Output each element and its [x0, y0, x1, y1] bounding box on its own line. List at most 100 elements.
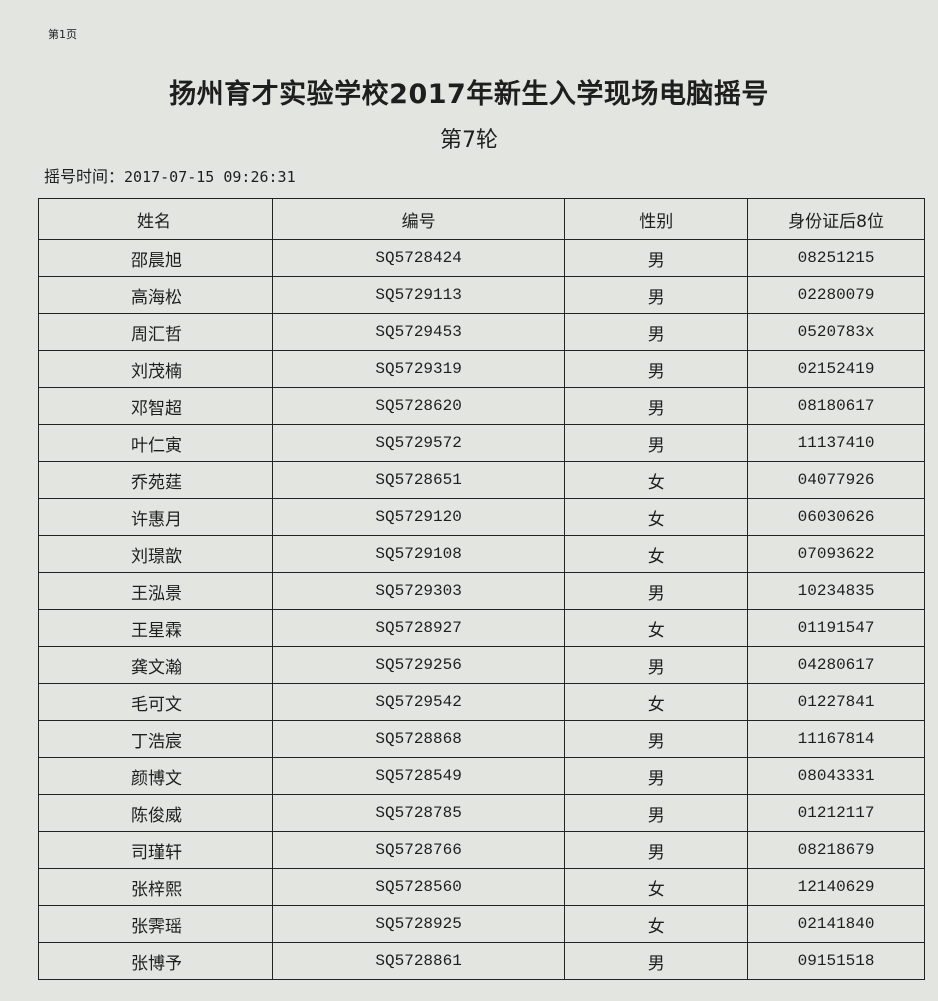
cell-name: 刘茂楠: [38, 350, 273, 388]
cell-id: 11167814: [747, 720, 925, 758]
cell-name: 颜博文: [38, 757, 273, 795]
cell-name: 邓智超: [38, 387, 273, 425]
cell-id: 06030626: [747, 498, 925, 536]
table-row: 颜博文 SQ5728549 男 08043331: [38, 757, 925, 795]
table-row: 邓智超 SQ5728620 男 08180617: [38, 387, 925, 425]
cell-name: 刘璟歆: [38, 535, 273, 573]
cell-gender: 男: [564, 757, 749, 795]
cell-id: 01191547: [747, 609, 925, 647]
cell-name: 高海松: [38, 276, 273, 314]
cell-gender: 女: [564, 461, 749, 499]
cell-code: SQ5728620: [271, 387, 566, 425]
table-row: 乔苑莛 SQ5728651 女 04077926: [38, 461, 925, 499]
cell-id: 08218679: [747, 831, 925, 869]
cell-code: SQ5728560: [271, 868, 566, 906]
cell-id: 12140629: [747, 868, 925, 906]
cell-gender: 女: [564, 498, 749, 536]
draw-time-value: 2017-07-15 09:26:31: [124, 168, 296, 186]
document-title: 扬州育才实验学校2017年新生入学现场电脑摇号: [169, 79, 769, 110]
table-row: 许惠月 SQ5729120 女 06030626: [38, 498, 925, 536]
table-header-row: 姓名 编号 性别 身份证后8位: [38, 198, 925, 240]
cell-name: 许惠月: [38, 498, 273, 536]
cell-gender: 女: [564, 535, 749, 573]
cell-gender: 女: [564, 868, 749, 906]
cell-name: 王星霖: [38, 609, 273, 647]
cell-code: SQ5729453: [271, 313, 566, 351]
cell-code: SQ5729113: [271, 276, 566, 314]
cell-name: 丁浩宸: [38, 720, 273, 758]
cell-id: 10234835: [747, 572, 925, 610]
cell-id: 04280617: [747, 646, 925, 684]
cell-code: SQ5728651: [271, 461, 566, 499]
cell-code: SQ5728424: [271, 239, 566, 277]
draw-time: 摇号时间：2017-07-15 09:26:31: [44, 163, 296, 187]
cell-code: SQ5729256: [271, 646, 566, 684]
cell-id: 02152419: [747, 350, 925, 388]
cell-id: 11137410: [747, 424, 925, 462]
cell-code: SQ5729120: [271, 498, 566, 536]
table-row: 邵晨旭 SQ5728424 男 08251215: [38, 239, 925, 277]
table-row: 刘茂楠 SQ5729319 男 02152419: [38, 350, 925, 388]
table-row: 龚文瀚 SQ5729256 男 04280617: [38, 646, 925, 684]
cell-code: SQ5728861: [271, 942, 566, 980]
cell-code: SQ5729108: [271, 535, 566, 573]
header-code: 编号: [271, 198, 566, 240]
page-number: 第1页: [48, 28, 77, 41]
cell-code: SQ5729319: [271, 350, 566, 388]
cell-gender: 男: [564, 424, 749, 462]
header-gender: 性别: [564, 198, 749, 240]
table-row: 陈俊威 SQ5728785 男 01212117: [38, 794, 925, 832]
cell-id: 02280079: [747, 276, 925, 314]
cell-name: 乔苑莛: [38, 461, 273, 499]
table-row: 丁浩宸 SQ5728868 男 11167814: [38, 720, 925, 758]
header-name: 姓名: [38, 198, 273, 240]
cell-name: 张梓熙: [38, 868, 273, 906]
cell-gender: 男: [564, 646, 749, 684]
cell-gender: 男: [564, 942, 749, 980]
cell-name: 邵晨旭: [38, 239, 273, 277]
cell-code: SQ5729542: [271, 683, 566, 721]
header-id: 身份证后8位: [747, 198, 925, 240]
table-row: 张霁瑶 SQ5728925 女 02141840: [38, 905, 925, 943]
results-table: 姓名 编号 性别 身份证后8位 邵晨旭 SQ5728424 男 08251215 高海松…: [38, 198, 925, 980]
cell-code: SQ5728766: [271, 831, 566, 869]
table-row: 王泓景 SQ5729303 男 10234835: [38, 572, 925, 610]
cell-gender: 男: [564, 313, 749, 351]
cell-gender: 男: [564, 239, 749, 277]
cell-id: 01212117: [747, 794, 925, 832]
cell-id: 01227841: [747, 683, 925, 721]
round-label: 第7轮: [440, 128, 498, 153]
cell-code: SQ5728785: [271, 794, 566, 832]
cell-name: 司瑾轩: [38, 831, 273, 869]
cell-gender: 女: [564, 905, 749, 943]
cell-name: 张霁瑶: [38, 905, 273, 943]
cell-id: 02141840: [747, 905, 925, 943]
cell-code: SQ5728868: [271, 720, 566, 758]
cell-name: 陈俊威: [38, 794, 273, 832]
table-row: 高海松 SQ5729113 男 02280079: [38, 276, 925, 314]
cell-name: 叶仁寅: [38, 424, 273, 462]
cell-name: 张博予: [38, 942, 273, 980]
cell-name: 王泓景: [38, 572, 273, 610]
table-row: 周汇哲 SQ5729453 男 0520783x: [38, 313, 925, 351]
cell-gender: 男: [564, 276, 749, 314]
draw-time-label: 摇号时间：: [44, 167, 125, 186]
cell-gender: 男: [564, 350, 749, 388]
cell-name: 龚文瀚: [38, 646, 273, 684]
table-row: 叶仁寅 SQ5729572 男 11137410: [38, 424, 925, 462]
cell-gender: 男: [564, 720, 749, 758]
cell-id: 08180617: [747, 387, 925, 425]
cell-code: SQ5728549: [271, 757, 566, 795]
cell-id: 08043331: [747, 757, 925, 795]
cell-gender: 女: [564, 683, 749, 721]
table-row: 司瑾轩 SQ5728766 男 08218679: [38, 831, 925, 869]
cell-gender: 男: [564, 572, 749, 610]
cell-gender: 男: [564, 831, 749, 869]
cell-id: 04077926: [747, 461, 925, 499]
cell-gender: 女: [564, 609, 749, 647]
cell-code: SQ5729303: [271, 572, 566, 610]
cell-id: 08251215: [747, 239, 925, 277]
table-row: 张博予 SQ5728861 男 09151518: [38, 942, 925, 980]
table-row: 王星霖 SQ5728927 女 01191547: [38, 609, 925, 647]
cell-code: SQ5728925: [271, 905, 566, 943]
